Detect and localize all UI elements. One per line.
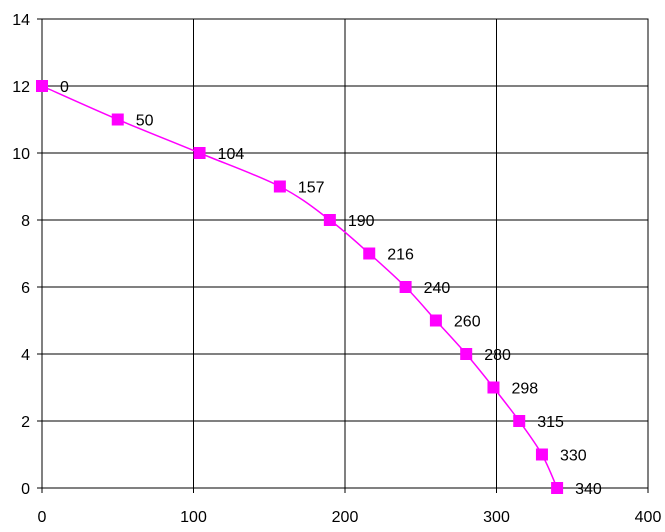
data-point-marker [429,314,442,327]
data-label: 260 [454,314,481,331]
data-point-marker [363,247,376,260]
y-tick-labels: 0 2 4 6 8 10 12 14 [12,12,30,498]
x-tick-label: 0 [38,509,47,526]
data-label: 330 [560,448,587,465]
data-point-marker [193,147,206,159]
data-label: 104 [218,146,245,163]
data-point-marker [273,180,286,193]
y-tick-label: 12 [12,79,30,96]
data-label: 157 [298,180,325,197]
data-label: 50 [136,113,154,130]
data-point-marker [487,381,500,394]
y-tick-label: 2 [21,414,30,431]
data-label: 240 [424,280,451,297]
data-point-marker [399,281,412,293]
data-point-marker [111,113,124,126]
data-point-marker [535,448,548,461]
y-tick-label: 10 [12,146,30,163]
data-point-marker [513,415,526,427]
y-tick-label: 8 [21,213,30,230]
series [36,80,564,494]
x-tick-labels: 0 100 200 300 400 [38,509,662,526]
data-label: 315 [537,414,564,431]
data-label: 340 [575,481,602,498]
data-label: 298 [511,381,538,398]
x-tick-label: 400 [635,509,662,526]
data-label: 280 [484,347,511,364]
axes [37,18,649,493]
y-tick-label: 14 [12,12,30,29]
y-tick-label: 4 [21,347,30,364]
y-tick-label: 6 [21,280,30,297]
data-point-marker [551,482,564,494]
data-label: 0 [60,79,69,96]
x-tick-label: 200 [332,509,359,526]
data-point-marker [323,214,336,226]
data-label: 216 [387,247,414,264]
x-tick-label: 100 [180,509,207,526]
data-label: 190 [348,213,375,230]
y-tick-label: 0 [21,481,30,498]
x-tick-label: 300 [483,509,510,526]
data-point-marker [36,80,48,92]
data-point-marker [460,348,473,360]
